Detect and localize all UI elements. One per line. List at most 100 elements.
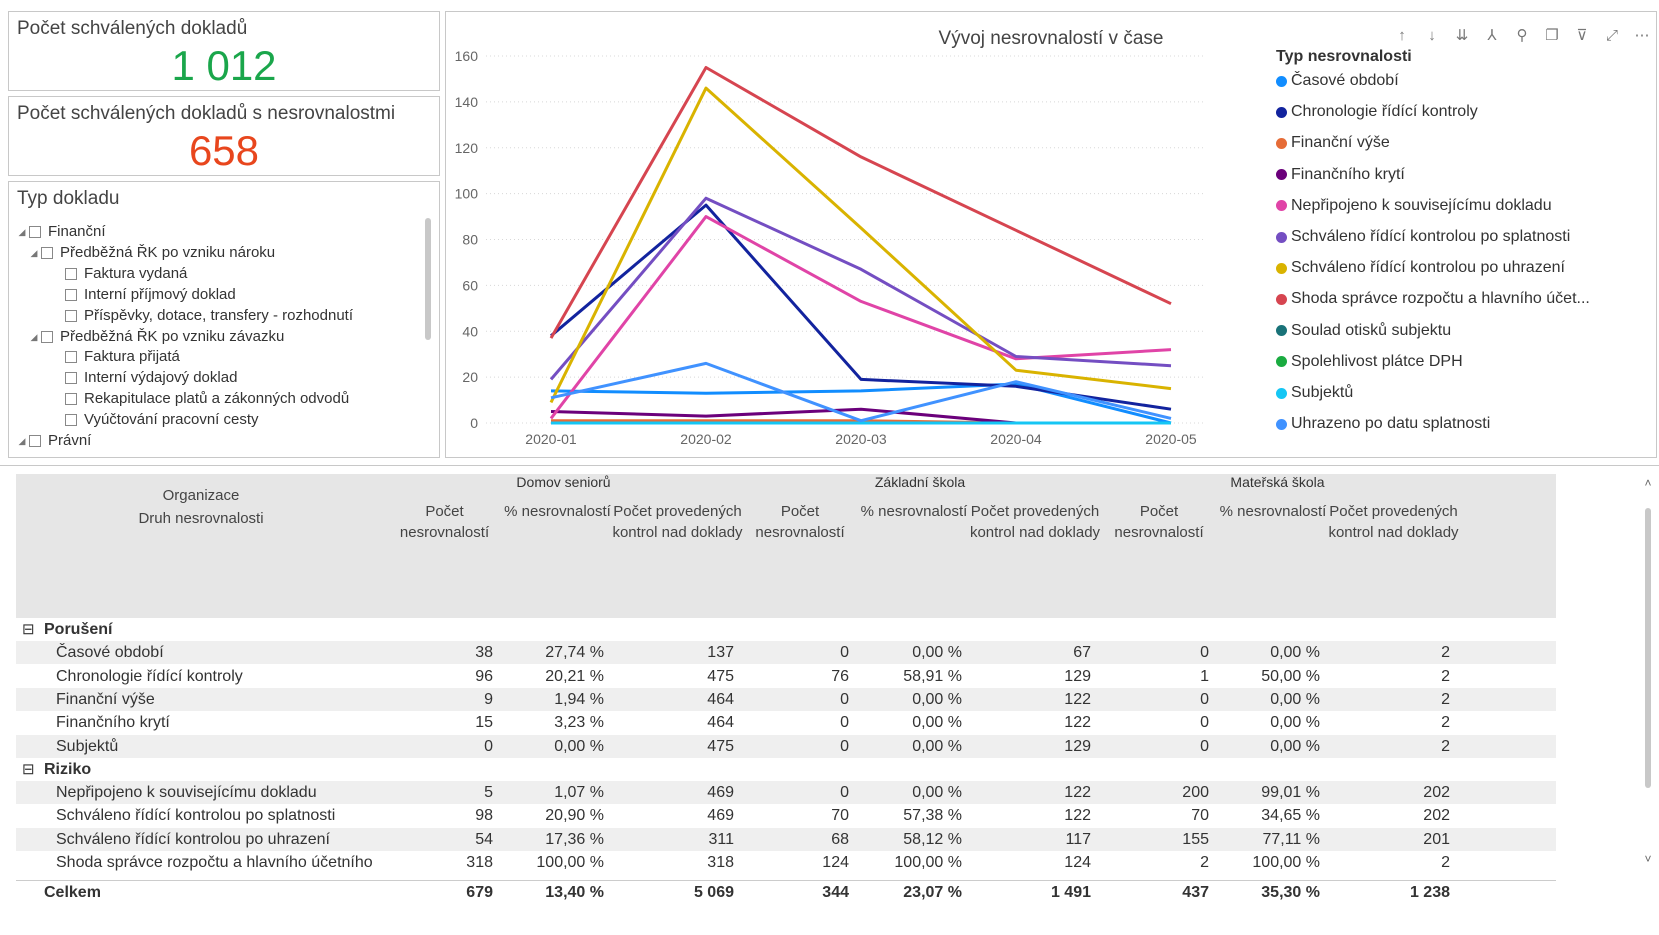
column-header[interactable]: % nesrovnalostí [1219,503,1327,520]
focus-mode-icon[interactable]: ⤢ [1605,27,1618,44]
category-label: Riziko [44,760,92,778]
column-header[interactable]: Počet nesrovnalostí [399,503,490,541]
expand-icon[interactable]: ◢ [18,227,26,237]
slicer-item[interactable]: ◢ Právní [17,431,92,451]
column-header[interactable]: Počet provedených kontrol nad doklady [1328,503,1459,541]
row-label: Schváleno řídící kontrolou po splatnosti [56,807,336,825]
slicer-item[interactable]: Interní příjmový doklad [53,285,236,305]
more-options-icon[interactable]: ⋯ [1634,27,1650,44]
table-cell: 27,74 % [545,644,604,662]
slicer-item-label: Předběžná ŘK po vzniku nároku [60,243,276,261]
slicer-item[interactable]: ◢ Předběžná ŘK po vzniku nároku [29,243,276,263]
checkbox[interactable] [65,288,77,301]
scroll-up-icon[interactable]: ˄ [1644,476,1652,490]
legend-label: Shoda správce rozpočtu a hlavního účet..… [1291,290,1590,308]
expand-icon[interactable]: ◢ [30,331,38,342]
checkbox[interactable] [29,226,41,238]
collapse-icon[interactable]: ⊟ [22,621,35,638]
double-arrow-down-icon[interactable]: ⇊ [1455,27,1469,44]
arrow-up-icon[interactable]: ↑ [1398,27,1406,44]
slicer-item[interactable]: ◢ Finanční [17,222,106,242]
table-cell: 57,38 % [903,807,962,825]
table-cell: 202 [1423,807,1450,825]
legend-item[interactable]: Schváleno řídící kontrolou po splatnosti [1276,228,1570,246]
table-cell: 0,00 % [1270,690,1320,708]
x-tick-label: 2020-03 [835,431,887,447]
legend-item[interactable]: Chronologie řídící kontroly [1276,103,1478,121]
table-cell: 0 [1200,644,1209,662]
slicer-item-label: Vyúčtování pracovní cesty [84,411,259,429]
legend-item[interactable]: Soulad otisků subjektu [1276,322,1451,340]
category-label: Porušení [44,621,113,638]
x-tick-label: 2020-05 [1145,431,1197,447]
checkbox[interactable] [65,414,77,427]
y-tick-label: 80 [462,232,478,248]
checkbox[interactable] [65,267,77,280]
legend-item[interactable]: Finančního krytí [1276,166,1405,184]
column-header[interactable]: Počet provedených kontrol nad doklady [969,503,1101,541]
checkbox[interactable] [65,372,77,385]
table-cell: 122 [1064,784,1091,802]
table-cell: 100,00 % [894,854,962,871]
slicer-scrollbar[interactable] [425,218,431,340]
legend-item[interactable]: Uhrazeno po datu splatnosti [1276,415,1490,433]
copy-icon[interactable]: ❐ [1545,27,1559,44]
legend-marker-icon [1276,356,1287,368]
expand-icon[interactable]: ◢ [18,436,26,446]
checkbox[interactable] [65,351,77,364]
y-tick-label: 60 [462,277,478,293]
table-cell: 2 [1441,737,1450,755]
legend-item[interactable]: Spolehlivost plátce DPH [1276,353,1463,371]
legend-item[interactable]: Časové období [1276,72,1399,90]
slicer-item[interactable]: Faktura vydaná [53,264,187,284]
filter-icon[interactable]: ⊽ [1576,27,1588,44]
row-label: Chronologie řídící kontroly [56,667,243,685]
pin-icon[interactable]: ⚲ [1516,27,1528,44]
slicer-item[interactable]: Příspěvky, dotace, transfery - rozhodnut… [53,306,353,326]
table-cell: 50,00 % [1261,667,1320,685]
column-header[interactable]: Počet provedených kontrol nad doklady [612,503,743,541]
legend-label: Spolehlivost plátce DPH [1291,352,1463,370]
slicer-item[interactable]: Rekapitulace platů a zákonných odvodů [53,389,349,409]
matrix-scrollbar[interactable]: ˄ ˅ [1643,476,1653,896]
kpi-card-title: Počet schválených dokladů [17,18,248,39]
scroll-down-icon[interactable]: ˅ [1644,852,1652,866]
column-header[interactable]: Počet nesrovnalostí [755,503,845,541]
column-header[interactable]: % nesrovnalostí [504,503,611,520]
table-cell: 76 [831,667,849,685]
legend-item[interactable]: Schváleno řídící kontrolou po uhrazení [1276,259,1565,277]
checkbox[interactable] [41,246,53,259]
legend-item[interactable]: Subjektů [1276,384,1353,402]
arrow-down-icon[interactable]: ↓ [1428,27,1436,44]
scroll-thumb[interactable] [1645,508,1651,788]
total-cell: 23,07 % [903,884,962,902]
kpi-card-title: Počet schválených dokladů s nesrovnalost… [17,103,396,124]
series-line [550,382,1172,425]
checkbox[interactable] [41,330,53,343]
y-tick-label: 140 [455,94,479,110]
checkbox[interactable] [65,309,77,322]
column-header[interactable]: % nesrovnalostí [860,503,968,520]
column-header[interactable]: Počet nesrovnalostí [1114,503,1204,541]
checkbox[interactable] [29,435,41,447]
hierarchy-icon[interactable]: ⅄ [1487,27,1497,44]
table-cell: 464 [707,714,734,732]
slicer-item[interactable]: Faktura přijatá [53,347,180,367]
table-cell: 0 [1200,690,1209,708]
checkbox[interactable] [65,393,77,406]
expand-icon[interactable]: ◢ [30,247,38,258]
slicer-item[interactable]: Vyúčtování pracovní cesty [53,410,259,430]
collapse-icon[interactable]: ⊟ [22,760,35,778]
legend-item[interactable]: Finanční výše [1276,134,1390,152]
table-row: Finanční výše 9 1,94 % 464 0 0,00 % 122 0 0,00 %… [16,687,1556,711]
row-label: Shoda správce rozpočtu a hlavního účetní… [56,854,373,871]
row-label: Časové období [56,644,164,662]
series-line [549,66,1172,339]
table-cell: 1,94 % [554,690,604,708]
legend-item[interactable]: Nepřipojeno k souvisejícímu dokladu [1276,197,1552,215]
slicer-item[interactable]: ◢ Předběžná ŘK po vzniku závazku [29,327,285,347]
table-cell: 20,90 % [545,807,604,825]
slicer-item[interactable]: Interní výdajový doklad [53,368,237,388]
table-cell: 124 [822,854,849,871]
legend-item[interactable]: Shoda správce rozpočtu a hlavního účet..… [1276,290,1590,308]
